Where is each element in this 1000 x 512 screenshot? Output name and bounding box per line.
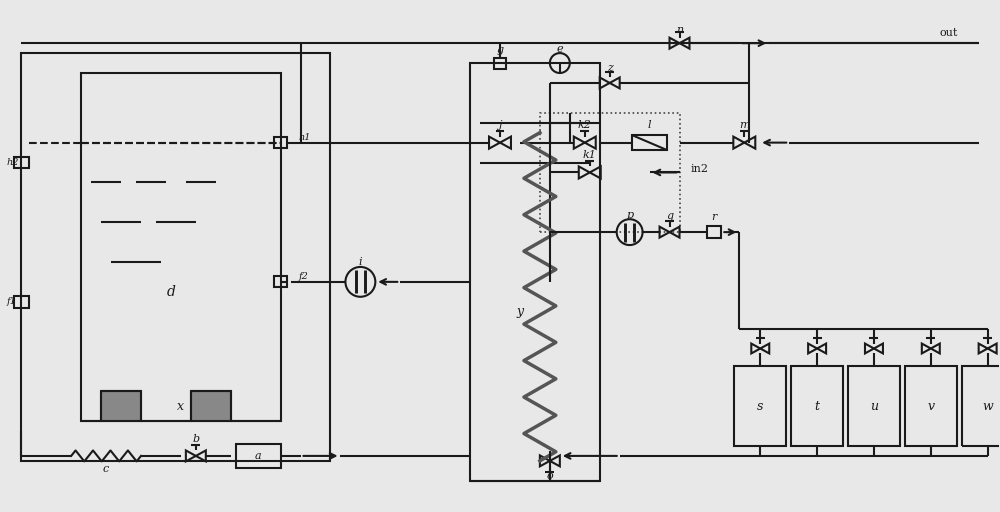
Bar xyxy=(734,367,786,446)
Bar xyxy=(470,63,600,481)
Text: n: n xyxy=(676,25,683,35)
Text: o: o xyxy=(546,471,553,481)
Bar xyxy=(21,53,330,461)
Bar xyxy=(274,137,287,148)
Text: a: a xyxy=(255,451,261,461)
Text: i: i xyxy=(359,257,362,267)
Bar xyxy=(632,135,667,150)
Bar xyxy=(905,367,957,446)
Bar xyxy=(707,226,721,238)
Text: l: l xyxy=(648,120,651,130)
Text: g: g xyxy=(496,45,504,55)
Text: x: x xyxy=(177,400,184,413)
Text: b: b xyxy=(192,434,199,444)
Text: q: q xyxy=(666,211,673,221)
Text: t: t xyxy=(815,400,820,413)
Bar xyxy=(962,367,1000,446)
Bar xyxy=(14,157,29,168)
Text: p: p xyxy=(626,210,633,220)
Text: j: j xyxy=(498,120,502,130)
Text: m: m xyxy=(739,120,750,130)
Bar xyxy=(791,367,843,446)
Text: f1: f1 xyxy=(6,297,16,306)
Bar xyxy=(494,57,506,69)
Bar xyxy=(540,113,680,232)
Text: z: z xyxy=(607,63,613,73)
Text: out: out xyxy=(940,28,958,38)
Bar xyxy=(14,296,29,308)
Bar xyxy=(191,391,231,421)
Text: k2: k2 xyxy=(578,120,592,130)
Bar xyxy=(101,391,141,421)
Text: h1: h1 xyxy=(299,133,311,142)
Bar xyxy=(81,73,281,421)
Text: u: u xyxy=(870,400,878,413)
Bar xyxy=(848,367,900,446)
Text: r: r xyxy=(712,212,717,222)
Text: h2: h2 xyxy=(6,158,19,167)
Text: f2: f2 xyxy=(299,272,308,282)
Bar xyxy=(236,444,281,468)
Text: y: y xyxy=(516,305,524,318)
Text: c: c xyxy=(103,464,109,474)
Text: w: w xyxy=(982,400,993,413)
Text: in2: in2 xyxy=(690,164,708,175)
Text: v: v xyxy=(927,400,934,413)
Text: k1: k1 xyxy=(583,150,597,160)
Text: e: e xyxy=(557,44,563,54)
Text: s: s xyxy=(757,400,763,413)
Bar xyxy=(274,276,287,287)
Text: d: d xyxy=(166,285,175,299)
